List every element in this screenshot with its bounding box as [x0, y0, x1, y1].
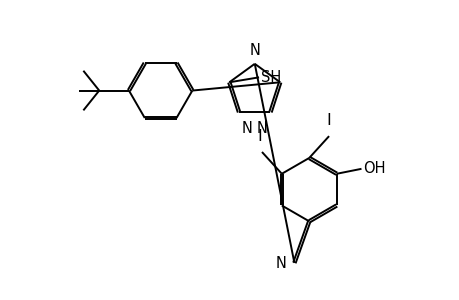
- Text: I: I: [257, 129, 262, 144]
- Text: N: N: [275, 256, 286, 272]
- Text: OH: OH: [363, 161, 385, 176]
- Text: N: N: [241, 121, 252, 136]
- Text: N: N: [256, 121, 267, 136]
- Text: I: I: [326, 113, 331, 128]
- Text: N: N: [249, 43, 260, 58]
- Text: SH: SH: [260, 70, 280, 85]
